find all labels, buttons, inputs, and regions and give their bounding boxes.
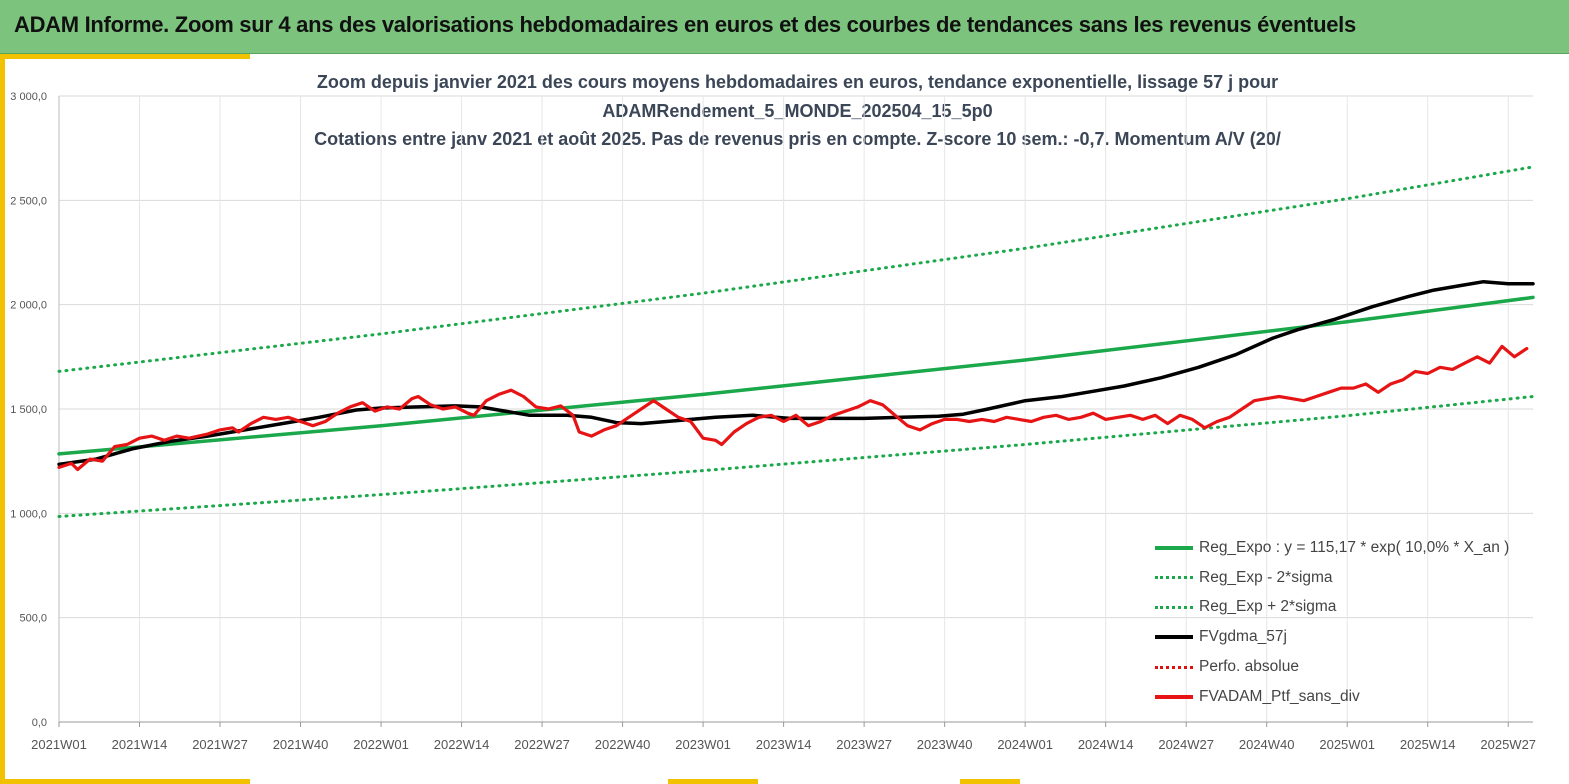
legend-item-fvadam: FVADAM_Ptf_sans_div	[1155, 682, 1509, 712]
frame-accent-bottom	[0, 779, 250, 784]
x-tick-label: 2025W01	[1319, 737, 1375, 752]
series-reg-expo-line	[57, 295, 1535, 456]
chart-title-line-3: Cotations entre janv 2021 et août 2025. …	[314, 129, 1281, 149]
frame-accent-bottom-mid	[668, 779, 758, 784]
x-tick-label: 2023W40	[917, 737, 973, 752]
legend-swatch	[1155, 665, 1193, 669]
y-tick-label: 0,0	[32, 717, 47, 729]
legend-item-reg-exp-plus: Reg_Exp + 2*sigma	[1155, 593, 1509, 623]
y-tick-label: 1 500,0	[10, 404, 47, 416]
x-tick-label: 2021W27	[192, 737, 248, 752]
series-reg-exp-plus-line	[57, 165, 1535, 373]
legend-label: Reg_Exp - 2*sigma	[1199, 568, 1333, 586]
legend-swatch	[1155, 576, 1193, 580]
legend-swatch	[1155, 545, 1193, 550]
legend-label: Reg_Expo : y = 115,17 * exp( 10,0% * X_a…	[1199, 538, 1510, 556]
x-tick-label: 2022W40	[595, 737, 651, 752]
x-tick-label: 2025W27	[1480, 737, 1536, 752]
series-fvadam-line	[57, 344, 1529, 472]
x-tick-label: 2022W27	[514, 737, 570, 752]
x-tick-label: 2021W14	[112, 737, 168, 752]
legend-label: FVADAM_Ptf_sans_div	[1199, 687, 1360, 705]
x-tick-label: 2025W14	[1400, 737, 1456, 752]
x-tick-label: 2022W14	[434, 737, 490, 752]
frame-accent-left	[0, 54, 5, 784]
x-tick-label: 2024W40	[1239, 737, 1295, 752]
x-tick-label: 2023W01	[675, 737, 731, 752]
legend-label: Perfo. absolue	[1199, 658, 1299, 676]
chart-legend: Reg_Expo : y = 115,17 * exp( 10,0% * X_a…	[1155, 533, 1509, 712]
chart-title-line-1: Zoom depuis janvier 2021 des cours moyen…	[316, 72, 1279, 92]
x-tick-label: 2023W14	[756, 737, 812, 752]
legend-item-perfo: Perfo. absolue	[1155, 652, 1509, 682]
series-reg-exp-minus-line	[57, 395, 1535, 518]
x-tick-label: 2021W01	[31, 737, 87, 752]
legend-swatch	[1155, 635, 1193, 640]
chart-title: Zoom depuis janvier 2021 des cours moyen…	[60, 68, 1535, 154]
legend-item-fvgdma: FVgdma_57j	[1155, 622, 1509, 652]
y-tick-label: 3 000,0	[10, 91, 47, 103]
x-tick-label: 2022W01	[353, 737, 409, 752]
chart-title-line-2: ADAMRendement_5_MONDE_202504_15_5p0	[602, 100, 993, 121]
page-title: ADAM Informe. Zoom sur 4 ans des valoris…	[14, 12, 1356, 37]
x-tick-label: 2024W01	[997, 737, 1053, 752]
frame-accent-top	[0, 54, 250, 59]
series-fvgdma-line	[57, 279, 1535, 467]
y-tick-label: 1 000,0	[10, 508, 47, 520]
x-tick-label: 2024W27	[1158, 737, 1214, 752]
legend-swatch	[1155, 605, 1193, 609]
frame-accent-bottom-right	[960, 779, 1020, 784]
x-tick-label: 2024W14	[1078, 737, 1134, 752]
header-banner: ADAM Informe. Zoom sur 4 ans des valoris…	[0, 0, 1569, 54]
y-tick-label: 2 500,0	[10, 195, 47, 207]
x-tick-label: 2023W27	[836, 737, 892, 752]
legend-label: FVgdma_57j	[1199, 628, 1287, 646]
legend-item-reg-exp-minus: Reg_Exp - 2*sigma	[1155, 563, 1509, 593]
y-tick-label: 500,0	[19, 613, 47, 625]
legend-swatch	[1155, 694, 1193, 699]
x-tick-label: 2021W40	[273, 737, 329, 752]
y-tick-label: 2 000,0	[10, 300, 47, 312]
legend-label: Reg_Exp + 2*sigma	[1199, 598, 1337, 616]
legend-item-reg-expo: Reg_Expo : y = 115,17 * exp( 10,0% * X_a…	[1155, 533, 1509, 563]
